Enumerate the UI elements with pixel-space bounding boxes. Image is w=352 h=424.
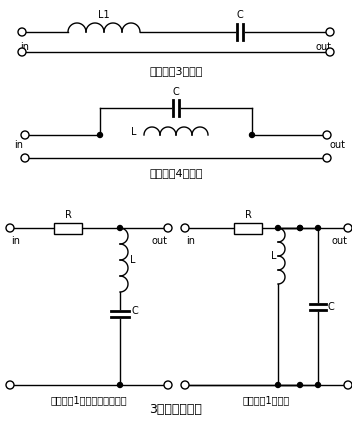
Circle shape [315, 382, 321, 388]
Text: 信号滤波1－带通: 信号滤波1－带通 [243, 395, 290, 405]
Circle shape [18, 28, 26, 36]
Circle shape [297, 382, 302, 388]
Circle shape [323, 131, 331, 139]
Circle shape [276, 226, 281, 231]
Bar [54, 223, 82, 234]
Circle shape [21, 131, 29, 139]
Text: in: in [20, 42, 29, 52]
Text: out: out [151, 236, 167, 246]
Circle shape [164, 224, 172, 232]
Circle shape [181, 224, 189, 232]
Circle shape [21, 154, 29, 162]
Circle shape [118, 382, 122, 388]
Circle shape [344, 381, 352, 389]
Circle shape [18, 48, 26, 56]
Text: L: L [270, 251, 276, 261]
Circle shape [276, 382, 281, 388]
Text: C: C [132, 306, 139, 316]
Circle shape [323, 154, 331, 162]
Text: 信号滤波1－带阻（陷波器）: 信号滤波1－带阻（陷波器） [51, 395, 127, 405]
Text: out: out [316, 42, 332, 52]
Text: R: R [245, 210, 251, 220]
Text: L1: L1 [98, 10, 110, 20]
Circle shape [250, 132, 254, 137]
Text: in: in [11, 236, 20, 246]
Text: C: C [237, 10, 243, 20]
Text: out: out [331, 236, 347, 246]
Circle shape [297, 226, 302, 231]
Text: 信号滤波3－带通: 信号滤波3－带通 [149, 66, 203, 76]
Circle shape [118, 226, 122, 231]
Circle shape [98, 132, 102, 137]
Circle shape [326, 48, 334, 56]
Text: in: in [186, 236, 195, 246]
Circle shape [326, 28, 334, 36]
Circle shape [315, 226, 321, 231]
Circle shape [6, 381, 14, 389]
Text: R: R [64, 210, 71, 220]
Circle shape [344, 224, 352, 232]
Circle shape [181, 381, 189, 389]
Circle shape [164, 381, 172, 389]
Text: 3、信号滤波器: 3、信号滤波器 [150, 403, 202, 416]
Bar [234, 223, 262, 234]
Text: L: L [131, 127, 136, 137]
Text: 信号滤波4－带阻: 信号滤波4－带阻 [149, 168, 203, 178]
Text: in: in [14, 140, 23, 150]
Circle shape [297, 226, 302, 231]
Text: C: C [172, 87, 180, 97]
Text: L: L [130, 255, 136, 265]
Circle shape [6, 224, 14, 232]
Text: out: out [329, 140, 345, 150]
Text: C: C [328, 301, 335, 312]
